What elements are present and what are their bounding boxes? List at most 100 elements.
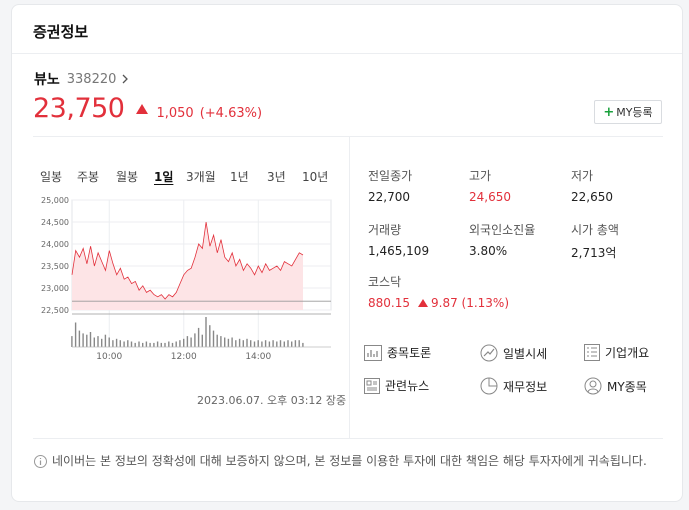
volume-bar (209, 325, 211, 347)
stat-label: 저가 (571, 169, 594, 183)
stat-value: 22,700 (368, 190, 410, 204)
period-tab[interactable]: 3개월 (186, 170, 216, 184)
price-up-icon (136, 104, 149, 114)
volume-bar (138, 341, 140, 347)
volume-bar (145, 341, 148, 347)
volume-bar (250, 340, 252, 347)
divider (349, 136, 350, 438)
volume-bar (242, 340, 244, 347)
volume-bar (115, 338, 118, 347)
info-icon (34, 455, 47, 468)
volume-bar (268, 341, 271, 347)
stat-value: 3.80% (469, 244, 508, 258)
volume-bar (216, 334, 218, 347)
y-tick-label: 23,000 (41, 284, 69, 293)
news-icon (364, 377, 380, 394)
disclaimer: 네이버는 본 정보의 정확성에 대해 보증하지 않으며, 본 정보를 이용한 투… (34, 453, 666, 469)
volume-bar (108, 337, 110, 347)
volume-bar (287, 340, 289, 347)
link-discussion[interactable]: 종목토론 (364, 344, 431, 361)
volume-bar (130, 341, 133, 347)
stat-kosdaq[interactable]: 코스닥 880.15 9.87 (1.13%) (368, 273, 588, 310)
volume-bar (272, 340, 274, 347)
volume-bar (160, 342, 162, 347)
period-tab[interactable]: 일봉 (40, 170, 63, 184)
volume-bar (246, 338, 248, 347)
intraday-chart: 25,000 24,500 24,000 23,500 23,000 22,500 10:0… (41, 196, 332, 362)
timestamp: 2023.06.07. 오후 03:12 장중 (197, 394, 347, 407)
chevron-right-icon[interactable] (120, 72, 130, 86)
volume-bar (276, 341, 278, 347)
volume-bar (212, 330, 215, 347)
link-label: MY종목 (607, 379, 647, 394)
link-related-news[interactable]: 관련뉴스 (364, 377, 429, 394)
volume-bar (74, 322, 77, 347)
stat-label: 거래량 (368, 223, 402, 237)
volume-bar (78, 330, 81, 347)
volume-bar (86, 334, 88, 347)
trend-circle-icon (480, 344, 498, 362)
period-tab[interactable]: 월봉 (116, 170, 139, 184)
stock-info-card: 증권정보 뷰노 338220 23,750 1,050 (+4.63%) + M… (11, 4, 683, 502)
volume-bar (175, 341, 177, 347)
price-change: 1,050 (156, 106, 194, 121)
volume-bar (149, 342, 151, 347)
period-tab[interactable]: 1년 (230, 170, 249, 184)
x-tick-label: 12:00 (171, 352, 197, 362)
volume-bar (261, 341, 263, 347)
y-tick-label: 25,000 (41, 196, 69, 205)
card-title: 증권정보 (12, 5, 682, 54)
kosdaq-change: 9.87 (1.13%) (431, 296, 510, 310)
volume-bar (101, 338, 103, 347)
volume-bar (257, 340, 259, 347)
stat-value: 880.15 9.87 (1.13%) (368, 296, 588, 310)
link-financials[interactable]: 재무정보 (480, 377, 547, 395)
period-tab[interactable]: 1일 (154, 170, 174, 184)
volume-bar (179, 340, 181, 347)
x-tick-label: 14:00 (245, 352, 271, 362)
stat-low: 저가 22,650 (571, 167, 671, 204)
y-tick-label: 24,000 (41, 240, 69, 249)
stat-market-cap: 시가 총액 2,713억 (571, 221, 671, 261)
price-change-rate: (+4.63%) (199, 106, 263, 121)
volume-bar (82, 333, 84, 347)
volume-bar (294, 340, 297, 347)
price-line (71, 221, 304, 300)
volume-bar (171, 342, 174, 347)
stock-name[interactable]: 뷰노 (34, 72, 60, 88)
volume-bar (205, 317, 207, 347)
plus-icon: + (603, 104, 615, 120)
volume-bar (231, 337, 233, 347)
my-register-button[interactable]: + MY등록 (594, 100, 662, 124)
divider (33, 136, 663, 137)
period-tab[interactable]: 10년 (302, 170, 329, 184)
current-price: 23,750 (33, 93, 125, 124)
volume-bar (186, 336, 189, 347)
link-my-stocks[interactable]: MY종목 (584, 377, 647, 395)
volume-bar (142, 342, 144, 347)
stock-name-row[interactable]: 뷰노 338220 (34, 69, 130, 89)
y-tick-label: 23,500 (41, 262, 69, 271)
volume-bar (197, 327, 200, 347)
volume-bar (298, 340, 300, 347)
link-daily-price[interactable]: 일별시세 (480, 344, 547, 362)
volume-bar (112, 340, 114, 347)
volume-bar (156, 341, 159, 347)
stat-value: 24,650 (469, 190, 511, 204)
volume-bar (235, 340, 237, 347)
volume-bar (168, 341, 170, 347)
user-circle-icon (584, 377, 602, 395)
my-register-label: MY등록 (616, 106, 653, 119)
volume-bar (164, 342, 166, 347)
stock-code[interactable]: 338220 (66, 71, 117, 87)
volume-bar (123, 341, 125, 347)
volume-bar (153, 342, 155, 347)
volume-bar (238, 338, 241, 347)
stat-value: 1,465,109 (368, 244, 430, 258)
link-label: 재무정보 (503, 379, 548, 394)
link-company-overview[interactable]: 기업개요 (584, 344, 649, 361)
period-tab[interactable]: 3년 (267, 170, 286, 184)
x-tick-label: 10:00 (96, 352, 122, 362)
period-tab[interactable]: 주봉 (77, 170, 100, 184)
stat-prev-close: 전일종가 22,700 (368, 167, 468, 204)
